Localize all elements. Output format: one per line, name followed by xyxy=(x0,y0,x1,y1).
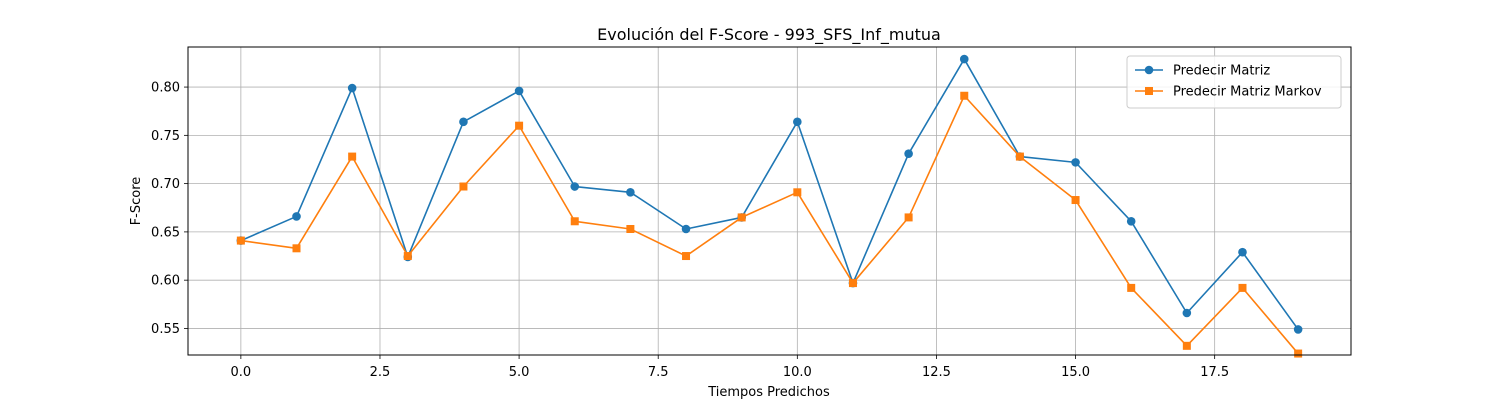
x-tick-label: 12.5 xyxy=(922,365,951,380)
data-point xyxy=(292,212,301,221)
data-point xyxy=(904,213,913,222)
data-point xyxy=(347,83,357,93)
data-point xyxy=(1015,152,1024,161)
x-tick-label: 15.0 xyxy=(1061,365,1090,380)
legend-label: Predecir Matriz xyxy=(1173,64,1270,79)
data-point xyxy=(1293,325,1303,334)
data-point xyxy=(626,188,635,197)
plot-frame xyxy=(187,46,1352,356)
data-point xyxy=(682,252,691,261)
series-line xyxy=(240,58,1299,330)
x-tick-label: 7.5 xyxy=(648,365,669,380)
data-point xyxy=(292,244,301,253)
x-tick-label: 0.0 xyxy=(231,365,252,380)
data-point xyxy=(1071,158,1080,167)
data-point xyxy=(570,217,579,226)
data-point xyxy=(904,149,913,158)
data-point xyxy=(403,252,412,261)
y-axis-title: F-Score xyxy=(129,177,144,226)
y-tick-label: 0.80 xyxy=(151,81,180,96)
y-tick-label: 0.55 xyxy=(151,322,180,337)
y-tick-label: 0.75 xyxy=(151,129,180,144)
data-point xyxy=(1126,216,1136,226)
data-point xyxy=(348,152,357,161)
legend-label: Predecir Matriz Markov xyxy=(1173,85,1322,100)
data-point xyxy=(514,86,524,96)
series-line xyxy=(240,94,1299,355)
data-point xyxy=(626,225,635,233)
x-tick-label: 2.5 xyxy=(370,365,391,380)
x-tick-label: 5.0 xyxy=(509,365,530,380)
y-tick-label: 0.65 xyxy=(151,225,180,240)
data-point xyxy=(515,121,524,130)
data-point xyxy=(959,54,969,64)
data-point xyxy=(236,236,245,245)
data-point xyxy=(960,91,969,100)
x-tick-label: 10.0 xyxy=(783,365,812,380)
legend: Predecir Matriz Predecir Matriz Markov xyxy=(1126,55,1342,109)
x-axis-title: Tiempos Predichos xyxy=(707,385,830,400)
chart-title: Evolución del F-Score - 993_SFS_Inf_mutu… xyxy=(597,25,941,45)
legend-entry: Predecir Matriz Markov xyxy=(1135,85,1322,100)
data-point xyxy=(1127,283,1136,292)
data-point xyxy=(1238,247,1247,257)
legend-entry: Predecir Matriz xyxy=(1135,64,1270,79)
data-point xyxy=(459,182,468,191)
data-point xyxy=(1238,283,1247,292)
data-point xyxy=(1294,349,1303,358)
y-tick-label: 0.60 xyxy=(151,274,180,289)
data-point xyxy=(737,213,746,222)
data-point xyxy=(570,182,580,191)
series-layer xyxy=(236,54,1303,358)
series-1 xyxy=(236,91,1303,358)
axis-ticks: 0.0 2.5 5.0 7.5 10.0 12.5 15.0 17.5 0.55 0.60 0.65… xyxy=(151,81,1229,380)
data-point xyxy=(848,279,857,288)
data-point xyxy=(1182,341,1191,350)
legend-marker xyxy=(1144,65,1154,75)
y-tick-label: 0.70 xyxy=(151,177,180,192)
data-point xyxy=(1071,196,1080,205)
data-point xyxy=(793,117,802,127)
data-point xyxy=(459,117,468,127)
legend-marker xyxy=(1145,87,1153,95)
x-tick-label: 17.5 xyxy=(1200,365,1229,380)
legend-box xyxy=(1126,55,1342,109)
data-point xyxy=(793,188,802,197)
data-point xyxy=(1182,308,1192,318)
data-point xyxy=(681,224,691,234)
